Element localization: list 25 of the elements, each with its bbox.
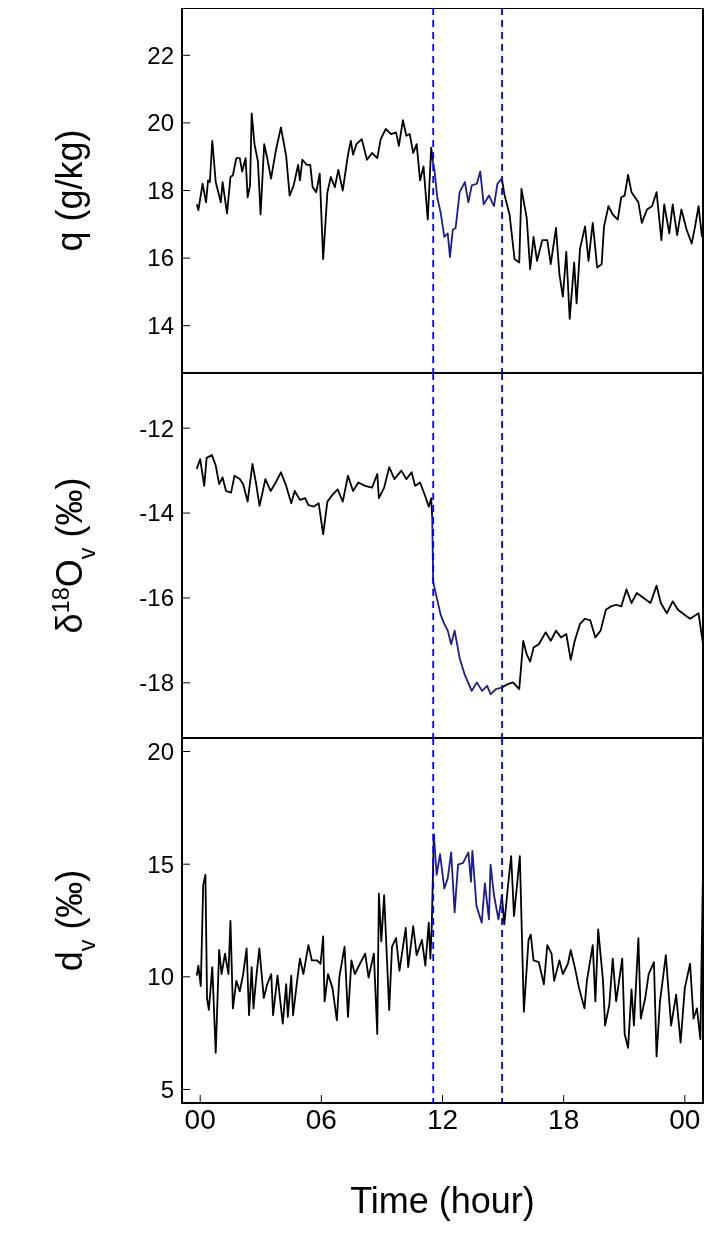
- x-tick-label: 00: [184, 1104, 216, 1135]
- y-tick-label: 22: [147, 41, 174, 69]
- y-axis-title: q (g/kg): [49, 129, 90, 252]
- y-tick-label: 15: [147, 850, 174, 878]
- line-series: [432, 832, 503, 924]
- y-tick-label: 18: [147, 176, 174, 204]
- x-tick-label: 00: [669, 1104, 701, 1135]
- y-tick-label: 20: [147, 109, 174, 137]
- x-tick-label: 18: [548, 1104, 580, 1135]
- line-series: [195, 454, 434, 536]
- y-tick-label: 14: [147, 312, 174, 340]
- y-tick-label: 16: [147, 244, 174, 272]
- y-tick-label: -14: [139, 499, 174, 527]
- line-series: [431, 515, 503, 696]
- y-tick-label: -18: [139, 669, 174, 697]
- x-axis-title: Time (hour): [350, 1180, 535, 1221]
- y-tick-label: -12: [139, 414, 174, 442]
- y-tick-label: 5: [160, 1075, 174, 1103]
- line-series: [195, 112, 434, 261]
- line-series: [431, 160, 503, 258]
- y-tick-label: 10: [147, 963, 174, 991]
- y-tick-label: 20: [147, 737, 174, 765]
- y-tick-label: -16: [139, 584, 174, 612]
- x-tick-label: 06: [305, 1104, 337, 1135]
- x-tick-label: 12: [426, 1104, 459, 1135]
